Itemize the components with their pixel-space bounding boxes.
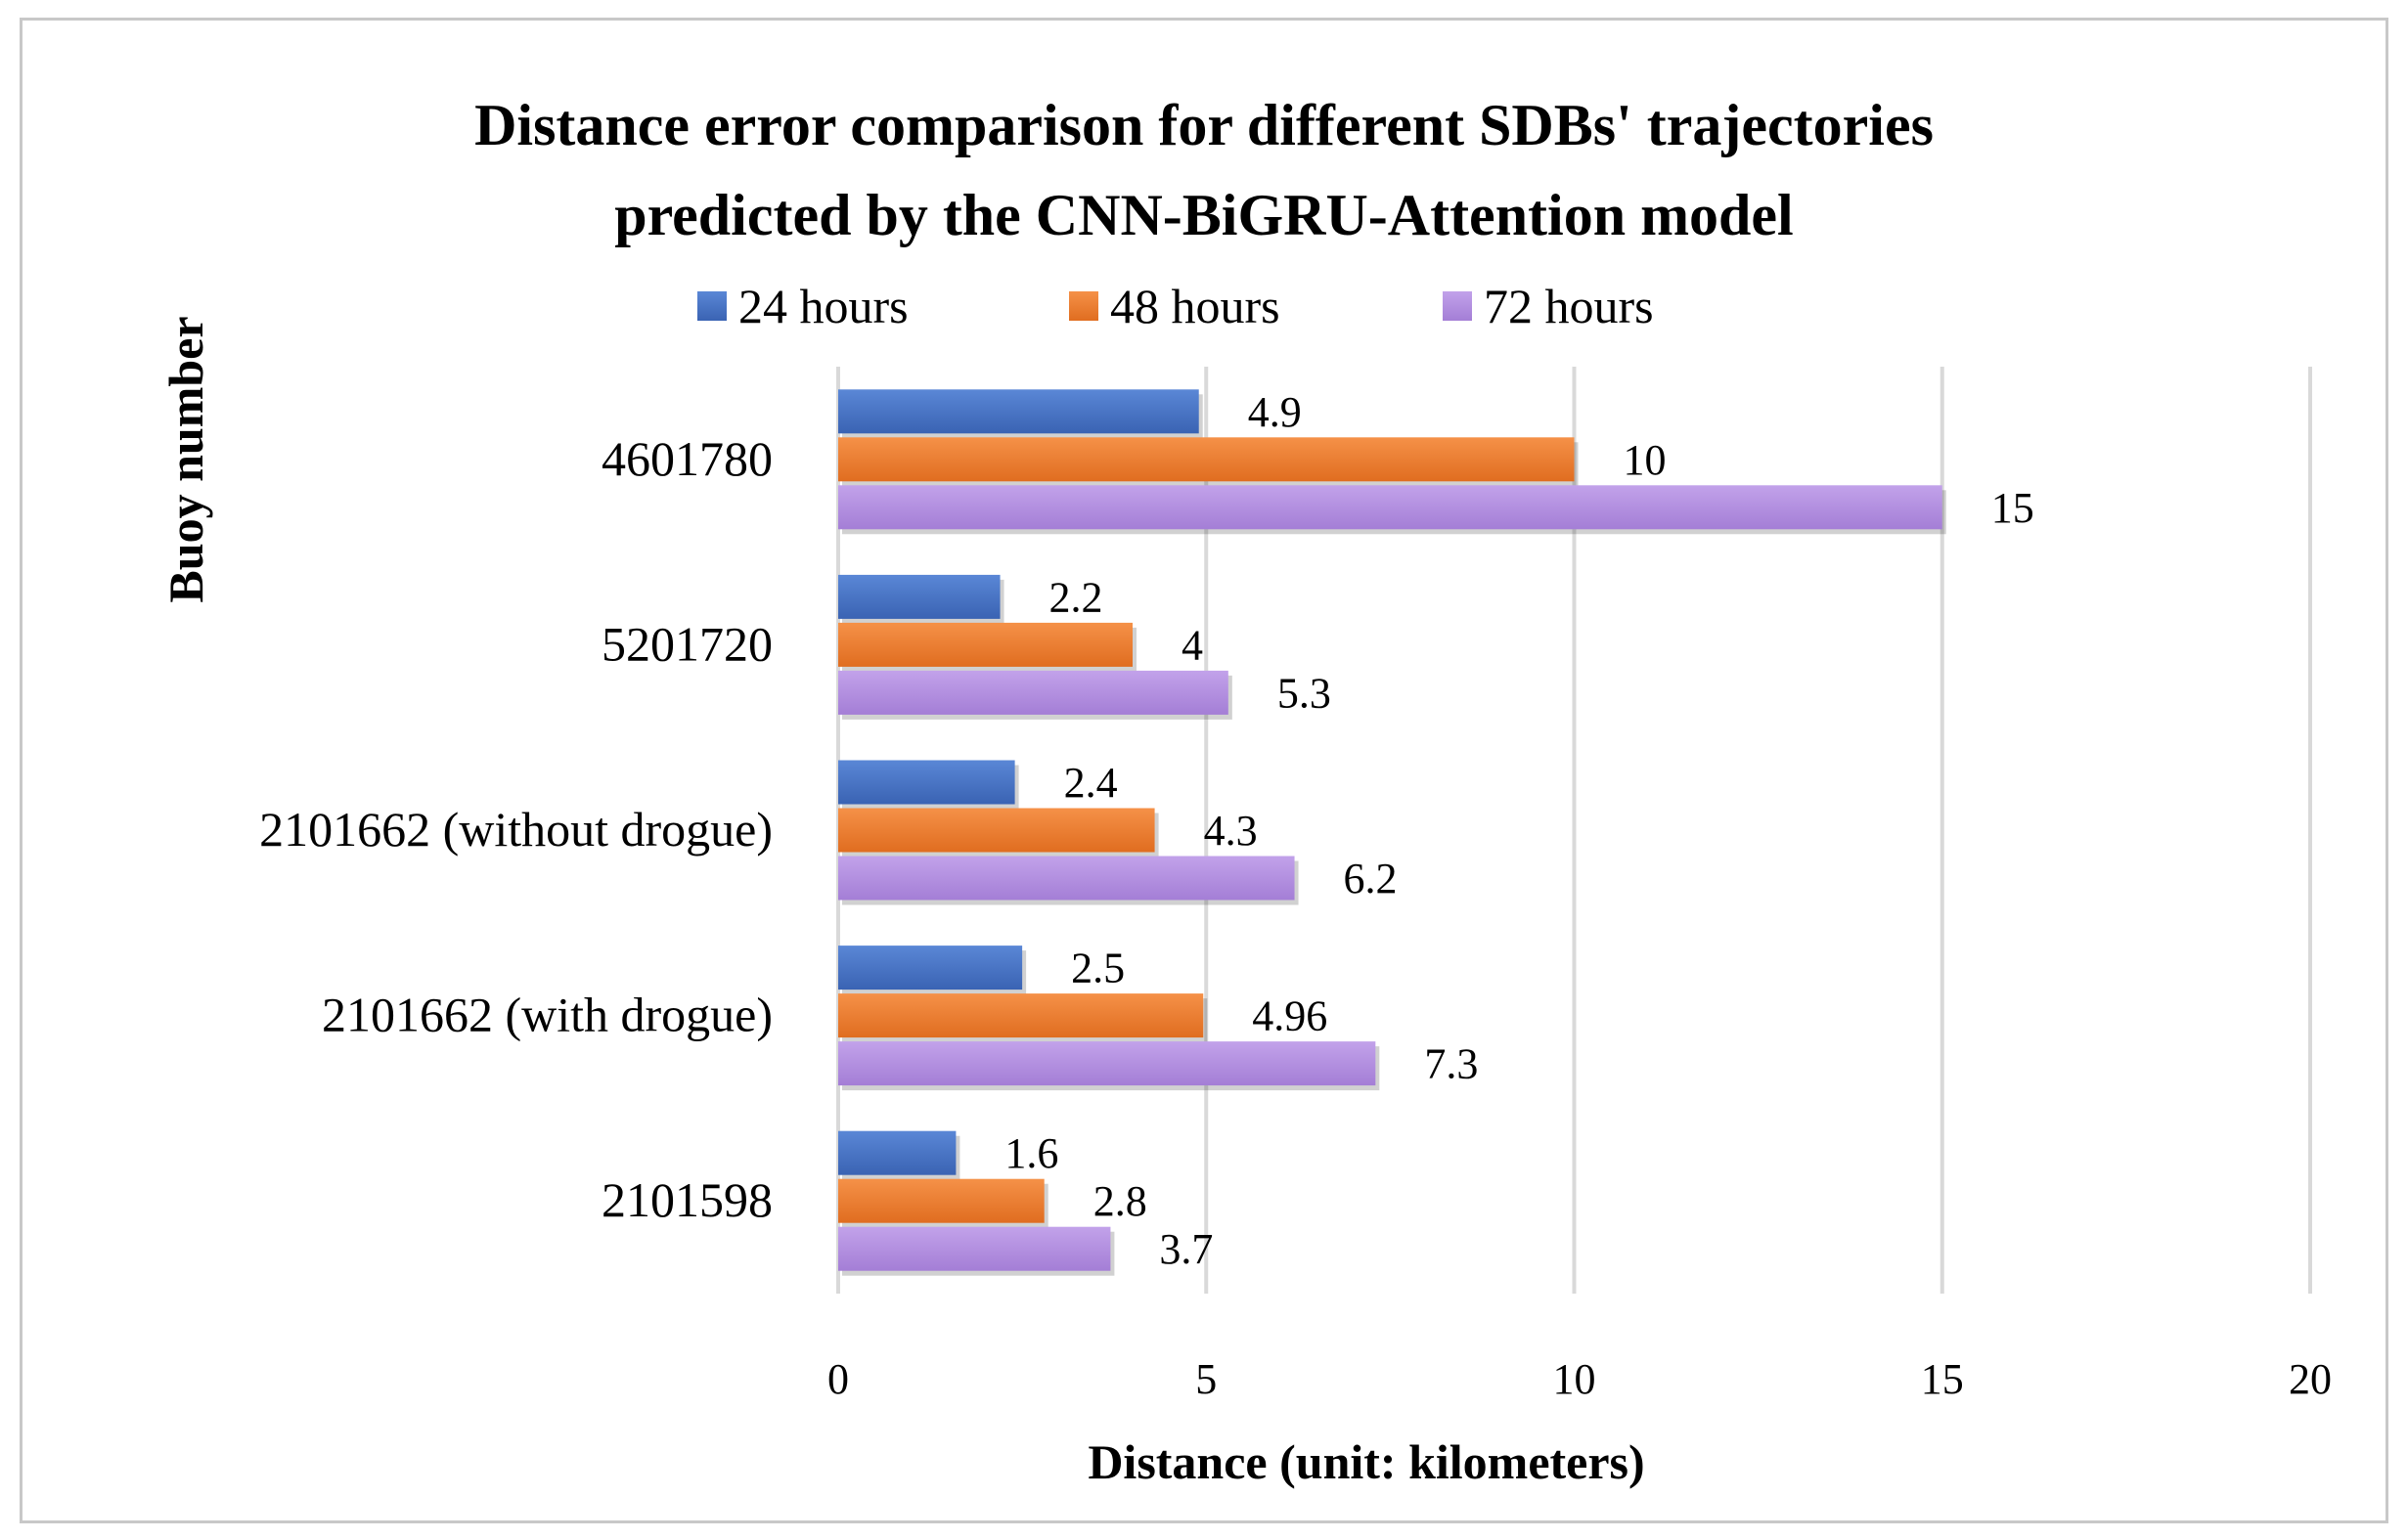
bar-48-hours (838, 993, 1204, 1038)
chart-title-line-2: predicted by the CNN-BiGRU-Attention mod… (614, 183, 1793, 247)
data-label: 4 (1182, 621, 1203, 669)
chart-frame (20, 18, 2388, 1523)
y-axis-categories: 4601780 5201720 2101662 (without drogue) 21… (259, 431, 773, 1227)
bar-48-hours (838, 1178, 1045, 1223)
data-label: 2.4 (1064, 759, 1118, 807)
bar-72-hours (838, 1226, 1111, 1271)
y-category-label: 2101662 (without drogue) (259, 802, 773, 857)
x-axis-label: Distance (unit: kilometers) (1088, 1434, 1644, 1489)
legend-swatch (697, 291, 727, 321)
data-label: 10 (1624, 436, 1667, 484)
data-label: 15 (1991, 484, 2034, 532)
data-label: 3.7 (1159, 1225, 1213, 1273)
bar-24-hours (838, 1130, 957, 1175)
y-category-label: 5201720 (602, 616, 773, 671)
y-category-label: 2101598 (602, 1172, 773, 1227)
data-label: 1.6 (1004, 1129, 1058, 1177)
x-tick-label: 20 (2289, 1355, 2332, 1403)
data-label: 2.8 (1093, 1177, 1147, 1225)
data-label: 4.9 (1248, 388, 1302, 436)
data-label: 4.3 (1204, 807, 1258, 855)
y-category-label: 2101662 (with drogue) (322, 988, 773, 1042)
x-axis-ticks: 0 5 10 15 20 (827, 1355, 2332, 1403)
bar-48-hours (838, 808, 1155, 853)
data-label: 5.3 (1277, 669, 1331, 717)
y-category-label: 4601780 (602, 431, 773, 486)
x-tick-label: 15 (1921, 1355, 1964, 1403)
data-label: 6.2 (1344, 855, 1398, 902)
data-label: 2.5 (1071, 945, 1125, 992)
legend: 24 hours 48 hours 72 hours (697, 279, 1654, 333)
data-label: 7.3 (1424, 1040, 1478, 1088)
legend-label: 48 hours (1110, 279, 1280, 333)
legend-label: 24 hours (738, 279, 909, 333)
legend-swatch (1443, 291, 1472, 321)
bar-72-hours (838, 1041, 1376, 1086)
bar-48-hours (838, 437, 1575, 482)
y-axis-label: Buoy number (158, 316, 213, 602)
x-tick-label: 5 (1195, 1355, 1217, 1403)
x-tick-label: 0 (827, 1355, 849, 1403)
x-tick-label: 10 (1553, 1355, 1596, 1403)
data-label: 4.96 (1252, 992, 1327, 1040)
bar-48-hours (838, 622, 1133, 667)
data-label: 2.2 (1049, 573, 1103, 621)
bars: 4.9 10 15 2.2 4 5.3 2.4 4.3 6.2 2.5 4.96 7.3 1.6 2.83… (838, 388, 2034, 1276)
legend-swatch (1069, 291, 1098, 321)
bar-72-hours (838, 670, 1228, 715)
legend-label: 72 hours (1484, 279, 1654, 333)
bar-72-hours (838, 485, 1942, 530)
chart-title-line-1: Distance error comparison for different … (474, 93, 1934, 157)
bar-24-hours (838, 946, 1023, 990)
bar-24-hours (838, 760, 1015, 805)
bar-72-hours (838, 856, 1295, 901)
bar-24-hours (838, 574, 1001, 619)
bar-24-hours (838, 389, 1199, 434)
